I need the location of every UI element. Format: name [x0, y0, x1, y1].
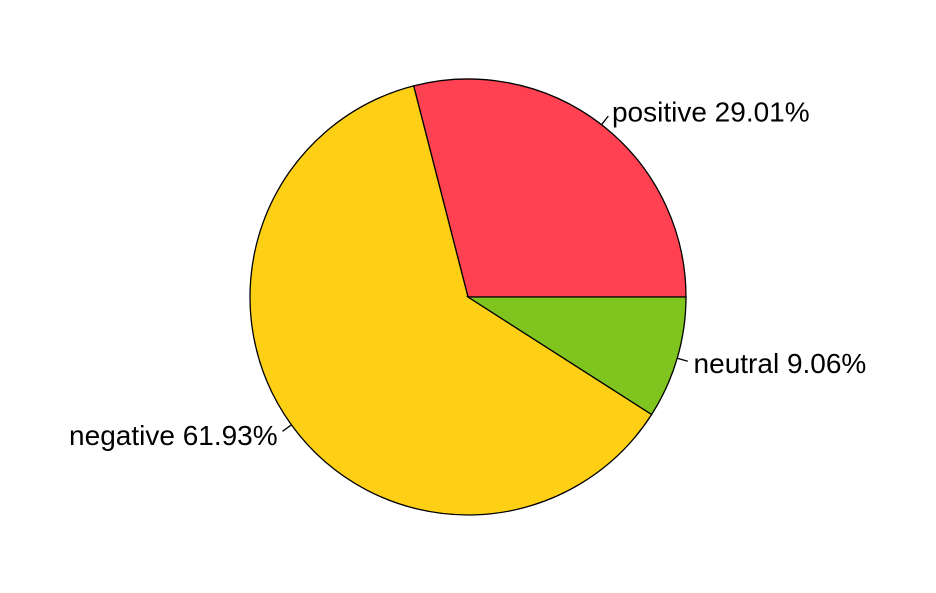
label-tick-positive: [601, 115, 609, 126]
pie-slice-positive: [412, 78, 687, 298]
pie-slice-negative: [249, 85, 653, 516]
slice-label-negative: negative 61.93%: [69, 420, 278, 451]
pie-slices: [249, 78, 687, 516]
slice-label-positive: positive 29.01%: [612, 96, 810, 127]
pie-labels: positive 29.01% negative 61.93% neutral 9.…: [69, 96, 866, 451]
label-tick-neutral: [677, 357, 688, 362]
label-tick-negative: [282, 424, 292, 432]
slice-label-neutral: neutral 9.06%: [694, 348, 867, 379]
pie-slice-neutral: [465, 296, 687, 416]
